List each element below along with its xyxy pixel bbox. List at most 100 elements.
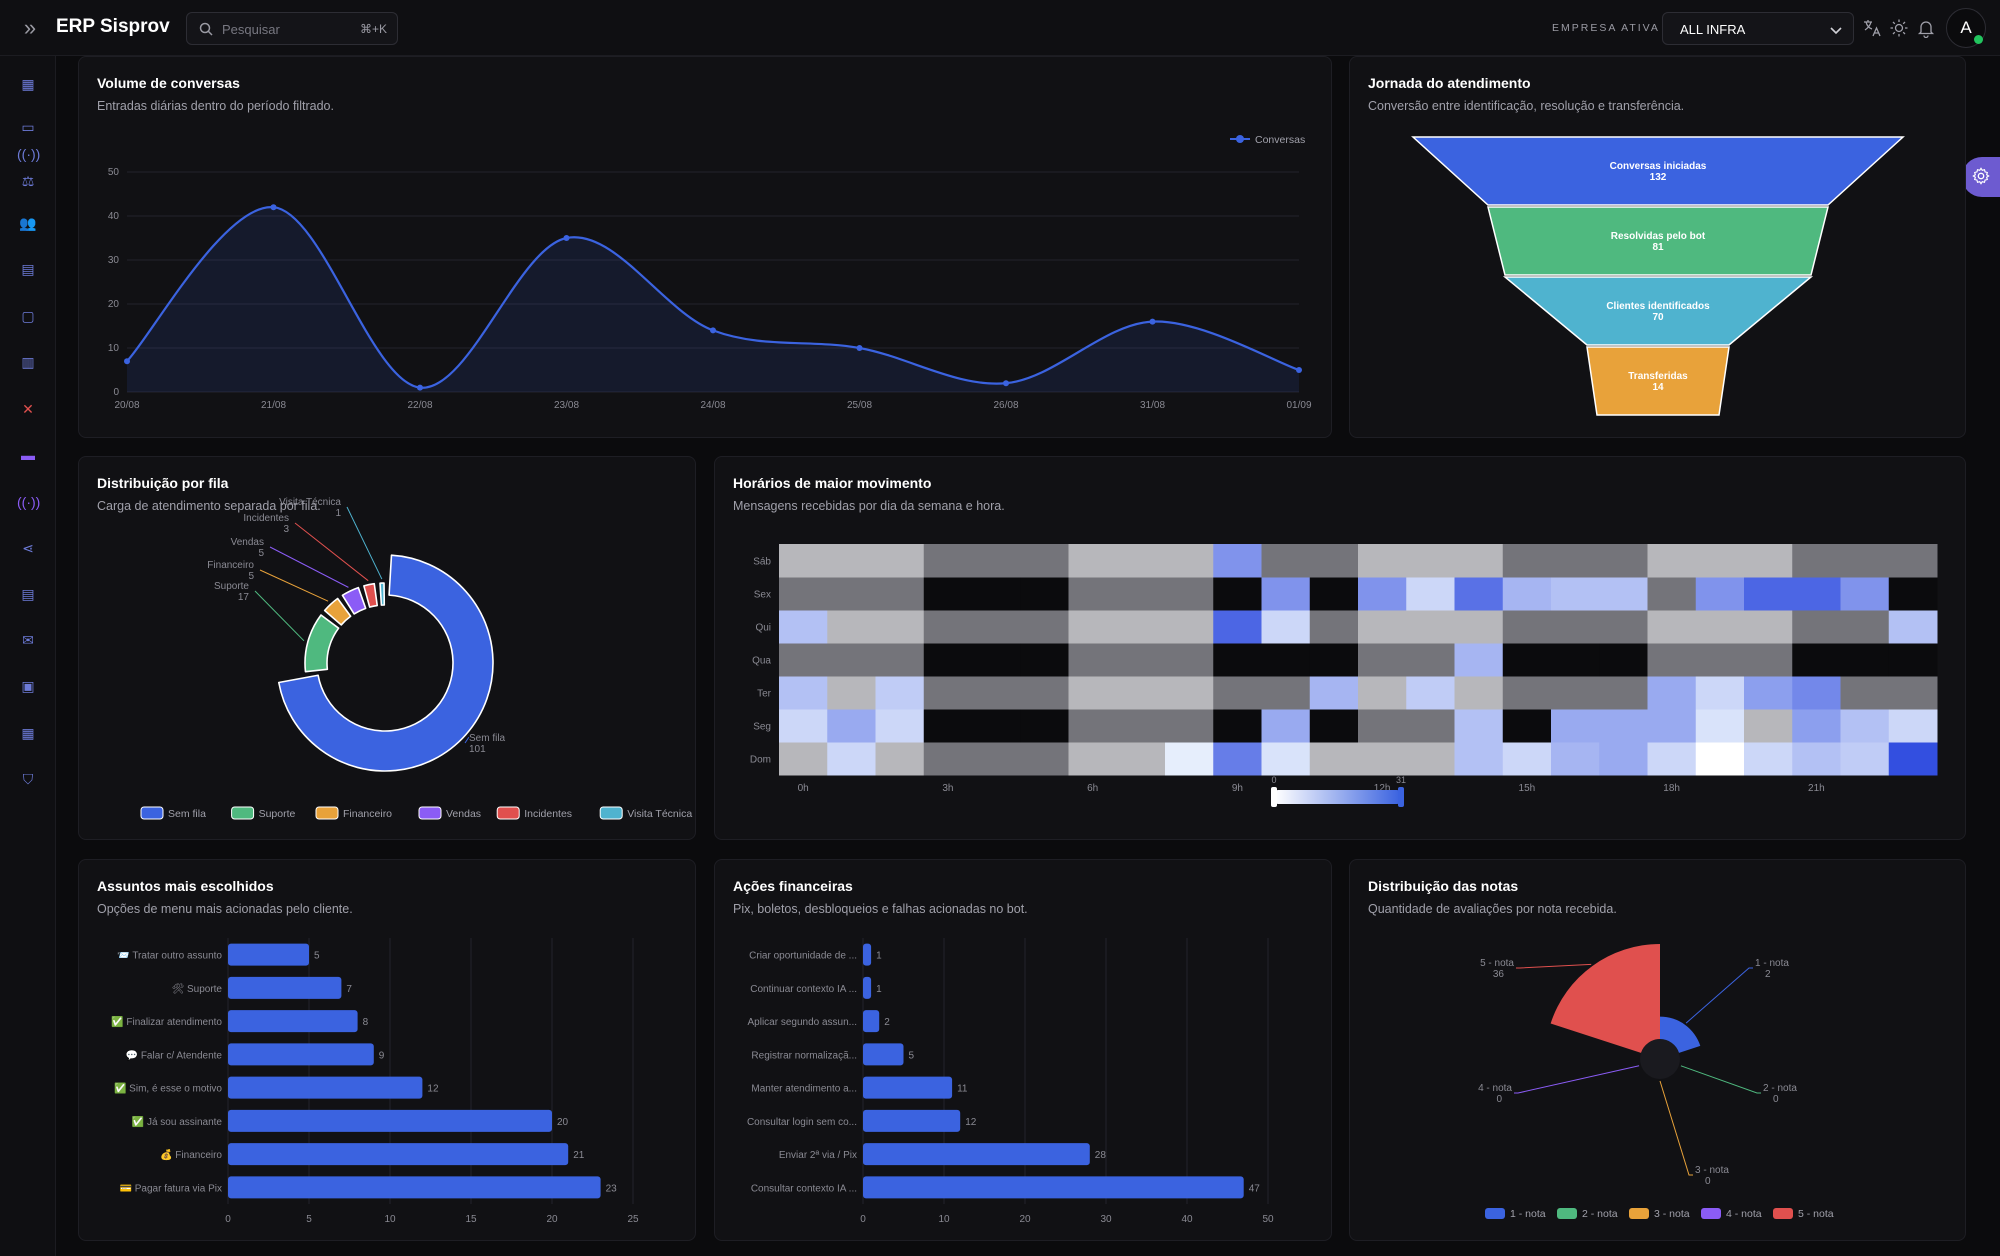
shield-icon[interactable]: ⛉ [22, 771, 34, 787]
broadcast-icon[interactable]: ((·)) [17, 146, 41, 162]
y-tick-label: 0 [113, 387, 119, 398]
slice-label: Incidentes [243, 513, 289, 524]
archive-icon[interactable]: ▤ [21, 586, 35, 602]
heat-cell [1744, 577, 1793, 611]
settings-fab[interactable] [1962, 157, 2000, 197]
sidebar: ▦ ▭ ((·)) ⚖ 👥 ▤ ▢ ▥ ✕ ▬ ((·)) ⋖ ▤ ✉ ▣ ▦ ⛉ [0, 56, 56, 1256]
heat-cell [827, 643, 876, 677]
card-subtitle: Conversão entre identificação, resolução… [1368, 99, 1685, 113]
legend-label: Suporte [259, 808, 296, 820]
heat-cell [1744, 676, 1793, 710]
heat-cell [875, 643, 925, 677]
heat-cell [1068, 544, 1118, 578]
slice-label: 2 - nota [1763, 1083, 1797, 1094]
heat-cell [1213, 676, 1262, 710]
row-label: Ter [757, 689, 772, 700]
heat-cell [1502, 676, 1552, 710]
heat-cell [1599, 610, 1648, 644]
heat-cell [1647, 544, 1697, 578]
dashboard-icon[interactable]: ▦ [21, 76, 35, 92]
slice-value: 5 [258, 548, 264, 559]
bar [228, 1043, 374, 1066]
label-leader [269, 546, 349, 588]
heat-cell [1551, 676, 1600, 710]
mailbox-icon[interactable]: ✉ [22, 632, 34, 648]
category-label: Continuar contexto IA ... [750, 984, 857, 995]
bar-chart-icon[interactable]: ▥ [21, 354, 35, 370]
heat-cell [1551, 709, 1600, 743]
scale-icon[interactable]: ⚖ [21, 173, 35, 189]
bar [228, 1176, 601, 1199]
heat-cell [1309, 544, 1359, 578]
label-leader [1516, 963, 1592, 969]
y-tick-label: 10 [108, 343, 120, 354]
spreadsheet-icon[interactable]: ▦ [21, 725, 35, 741]
donut-slice [277, 554, 494, 772]
heat-cell [1116, 610, 1166, 644]
search-icon [199, 22, 213, 36]
heat-cell [1406, 544, 1455, 578]
x-tick-label: 24/08 [700, 400, 725, 411]
company-select[interactable]: ALL INFRA [1662, 12, 1854, 45]
heat-cell [1165, 643, 1214, 677]
x-tick-label: 3h [942, 783, 953, 794]
series-line [126, 206, 1300, 389]
id-card-icon[interactable]: ▭ [21, 119, 35, 135]
bar-value-label: 9 [379, 1050, 385, 1061]
radio-icon[interactable]: ((·)) [17, 494, 41, 510]
heat-cell [1116, 709, 1166, 743]
heat-cell [1744, 610, 1793, 644]
x-tick-label: 30 [1100, 1214, 1112, 1225]
card-title: Volume de conversas [97, 75, 240, 91]
data-point [270, 204, 277, 211]
translate-icon[interactable] [1862, 18, 1882, 38]
card-subtitle: Opções de menu mais acionadas pelo clien… [97, 902, 353, 916]
row-label: Qui [755, 623, 771, 634]
avatar[interactable]: A [1946, 8, 1986, 48]
funnel-stage-label: Conversas iniciadas [1610, 161, 1707, 172]
search-box[interactable]: Pesquisar ⌘+K [186, 12, 398, 45]
heat-cell [1695, 643, 1745, 677]
legend-swatch [1485, 1208, 1505, 1219]
heat-cell [1406, 610, 1455, 644]
label-leader [1659, 1080, 1693, 1176]
category-label: ✅ Já sou assinante [132, 1115, 223, 1128]
sun-icon[interactable] [1889, 18, 1909, 38]
category-label: 🛠 Suporte [172, 983, 223, 995]
heat-cell [1599, 577, 1648, 611]
document-icon[interactable]: ▤ [21, 261, 35, 277]
heat-cell [1020, 577, 1069, 611]
slice-label: 3 - nota [1695, 1165, 1729, 1176]
share-icon[interactable]: ⋖ [22, 540, 34, 556]
heat-cell [1888, 577, 1938, 611]
category-label: 💳 Pagar fatura via Pix [120, 1183, 223, 1194]
heat-cell [1840, 610, 1890, 644]
bell-icon[interactable] [1916, 18, 1936, 38]
heat-cell [1840, 709, 1890, 743]
heat-cell [1888, 676, 1938, 710]
chevrons-right-icon[interactable]: » [23, 15, 37, 40]
heat-cell [1792, 643, 1841, 677]
users-icon[interactable]: 👥 [19, 215, 37, 231]
acoes-card: Ações financeiras Pix, boletos, desbloqu… [714, 859, 1332, 1241]
donut-slice [323, 597, 352, 626]
legend-label: Incidentes [524, 808, 572, 820]
heat-cell [1454, 544, 1504, 578]
x-tick-label: 31/08 [1140, 400, 1165, 411]
heat-cell [1165, 577, 1214, 611]
x-tick-label: 21/08 [261, 400, 286, 411]
robot-icon[interactable]: ▬ [21, 447, 35, 463]
x-tick-label: 12h [1374, 783, 1391, 794]
bag-icon[interactable]: ▢ [21, 308, 35, 324]
tools-icon[interactable]: ✕ [22, 401, 34, 417]
bar-value-label: 12 [427, 1084, 439, 1095]
heat-cell [1888, 643, 1938, 677]
presentation-icon[interactable]: ▣ [21, 678, 35, 694]
legend-swatch [140, 806, 164, 820]
heat-cell [779, 709, 828, 743]
heat-cell [1020, 676, 1069, 710]
x-tick-label: 50 [1262, 1214, 1274, 1225]
heat-cell [1309, 577, 1359, 611]
heat-cell [1358, 676, 1407, 710]
x-tick-label: 0 [860, 1214, 866, 1225]
